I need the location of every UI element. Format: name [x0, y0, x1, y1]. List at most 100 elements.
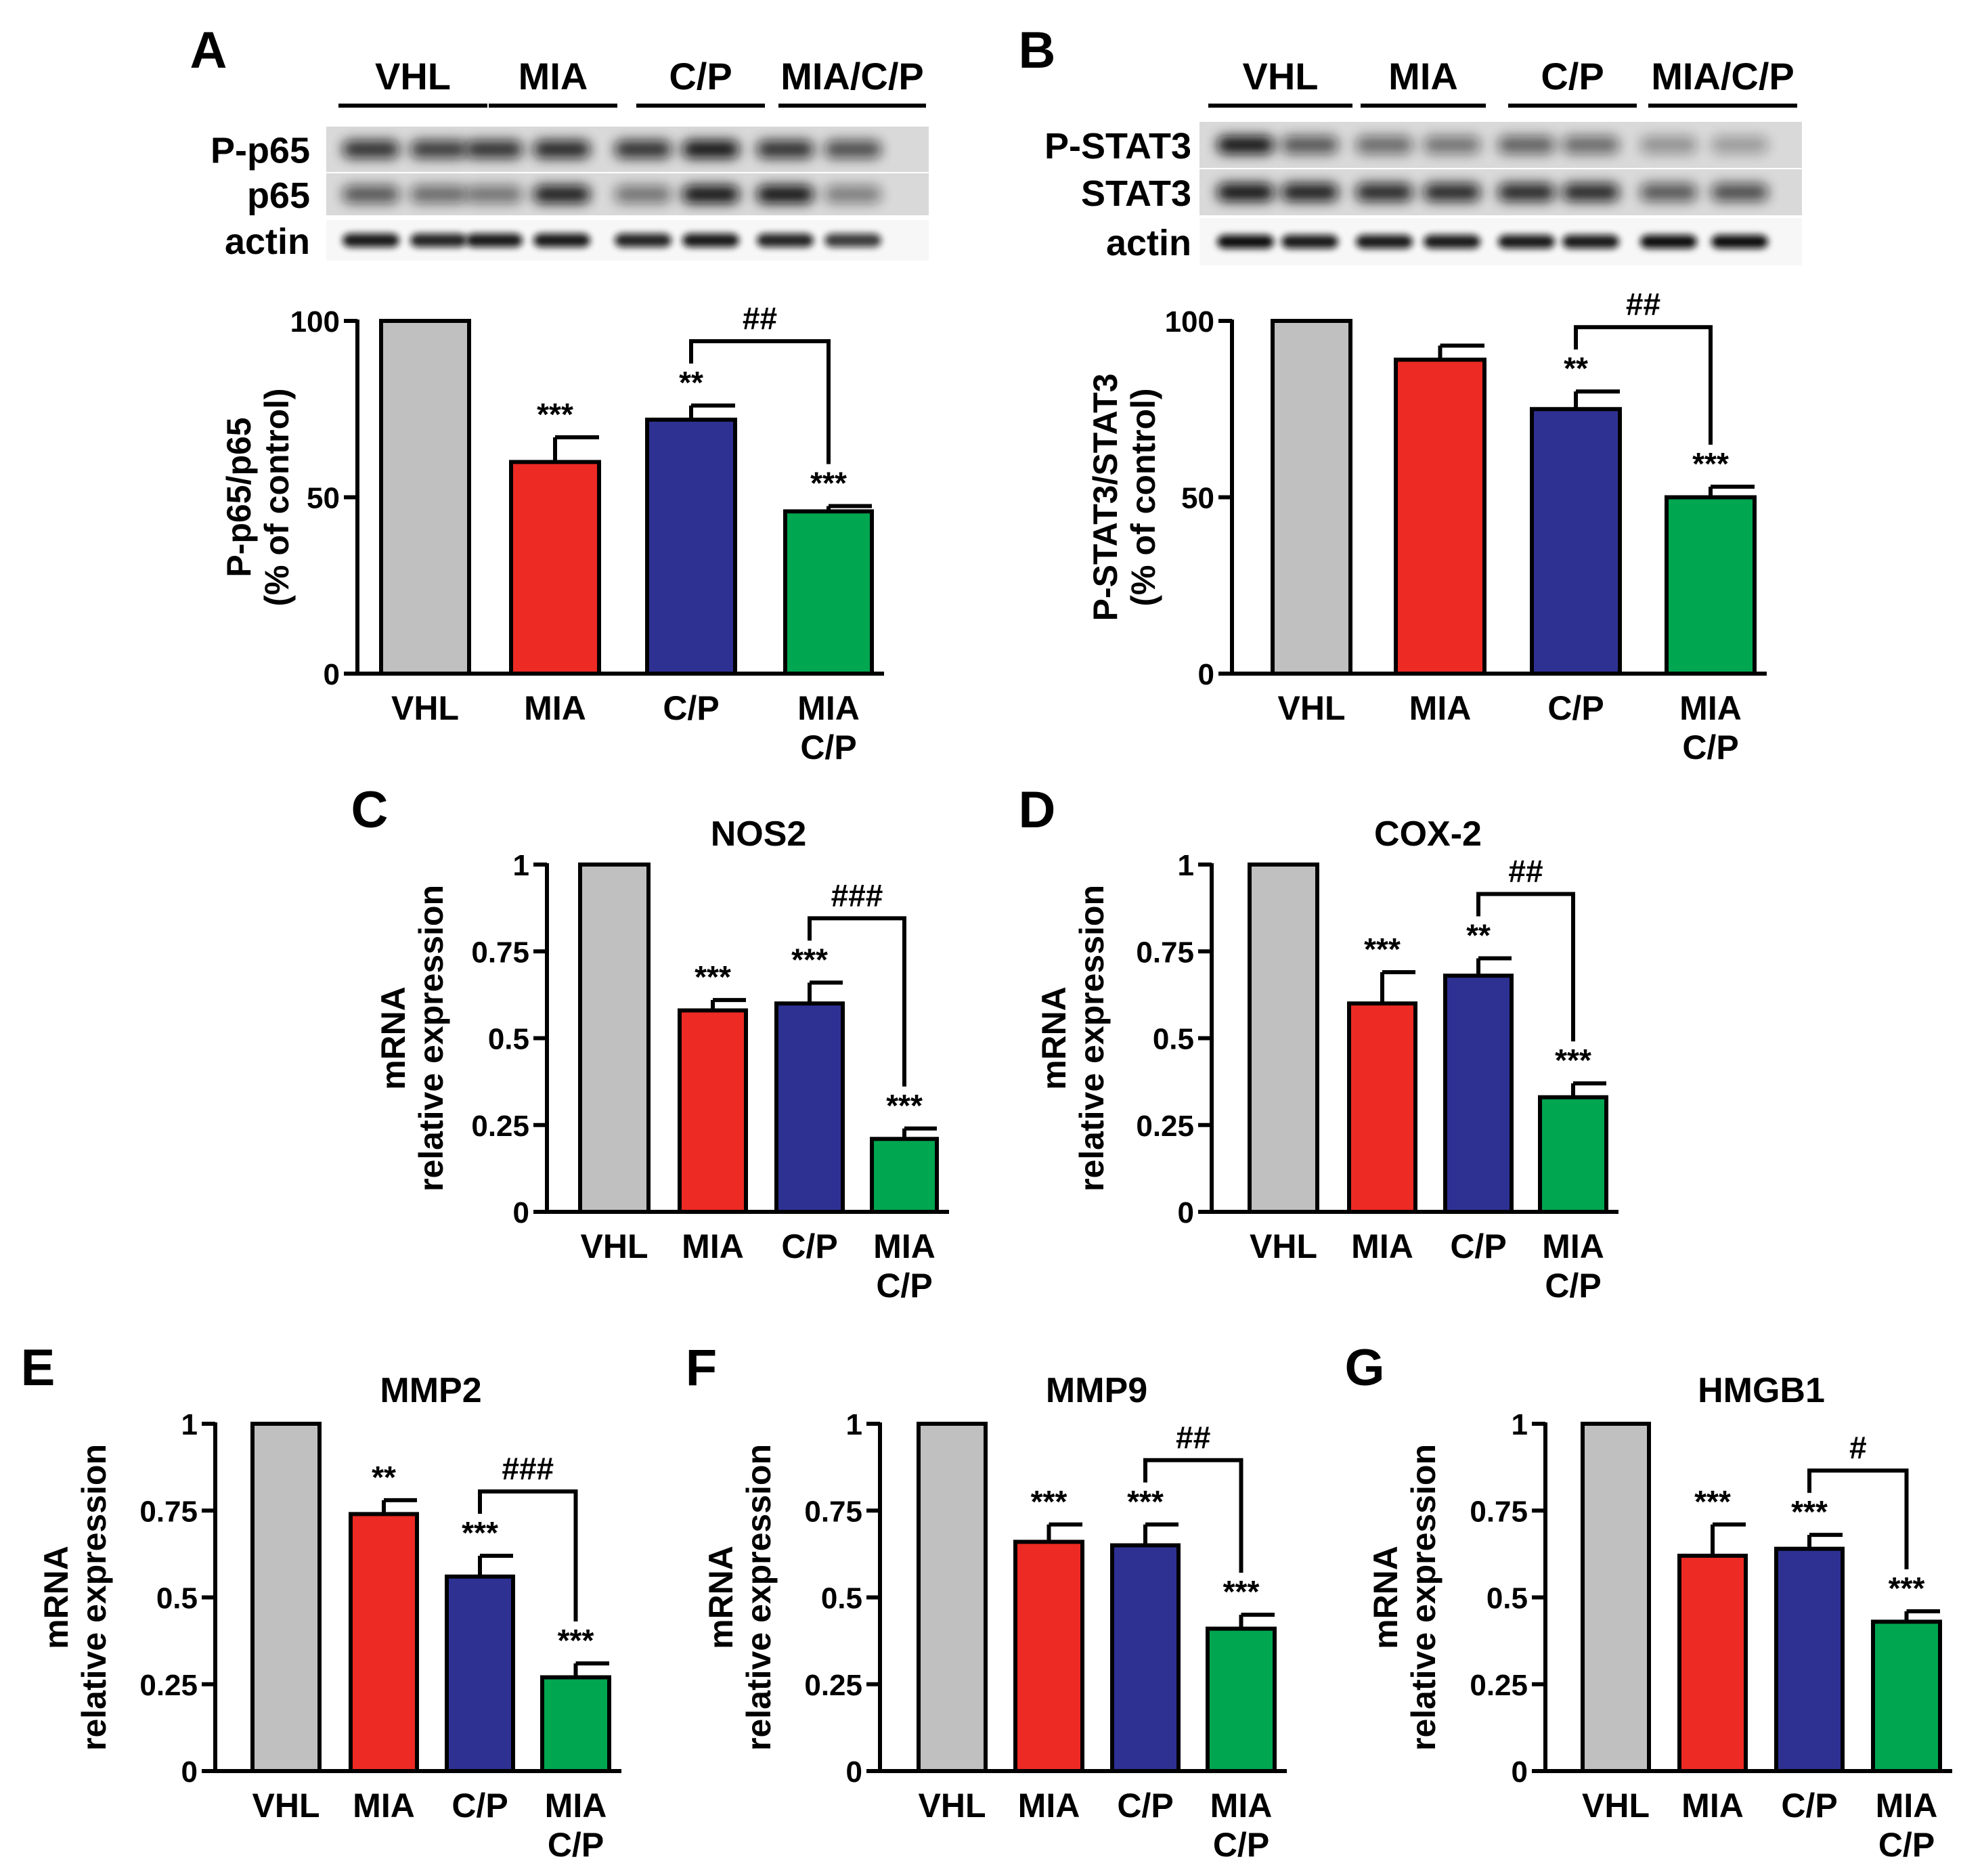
bar	[540, 1675, 611, 1773]
blot-band	[466, 234, 523, 247]
blot-band	[1498, 183, 1555, 201]
blot-group-label: MIA	[1388, 55, 1458, 97]
y-tick-label: 0.75	[1136, 936, 1194, 969]
blot-band	[757, 186, 814, 203]
chart-title: NOS2	[711, 814, 807, 854]
blot-group-label: MIA	[519, 55, 588, 97]
significance-label: ***	[537, 397, 573, 432]
blot-band	[1498, 235, 1555, 248]
blot-band	[1424, 136, 1480, 154]
blot-group-label: C/P	[669, 55, 732, 97]
x-tick-label: C/P	[548, 1826, 604, 1864]
y-tick-label: 0	[1178, 1196, 1194, 1229]
bar	[1110, 1543, 1181, 1774]
significance-label: ***	[1889, 1571, 1925, 1606]
blot-band	[1498, 136, 1555, 154]
y-tick-label: 0	[513, 1196, 529, 1229]
x-tick-label: C/P	[663, 689, 719, 727]
blot-band	[615, 234, 671, 247]
chart-title: COX-2	[1374, 814, 1482, 854]
bar	[250, 1422, 322, 1773]
blot-band	[682, 186, 739, 203]
bar	[870, 1137, 939, 1215]
blot-band	[1640, 235, 1697, 248]
blot-band	[410, 140, 467, 158]
significance-label: ***	[1127, 1484, 1164, 1519]
blot-group-label: VHL	[1243, 55, 1319, 97]
x-tick-label: VHL	[1250, 1227, 1317, 1265]
x-tick-label: VHL	[919, 1787, 986, 1825]
x-tick-label: VHL	[1582, 1787, 1650, 1825]
blot-band	[1281, 235, 1338, 248]
significance-label: ***	[886, 1088, 923, 1123]
panel-letter: F	[686, 1339, 717, 1397]
x-tick-label: C/P	[781, 1227, 837, 1265]
panel-letter: A	[190, 22, 227, 79]
bar	[578, 863, 651, 1214]
bracket-label: ##	[1626, 286, 1660, 322]
comparison-bracket	[808, 916, 906, 1087]
y-axis-label: mRNA	[37, 1546, 75, 1649]
panel-letter: C	[351, 781, 389, 839]
blot-band	[1356, 235, 1413, 248]
blot-band	[1356, 136, 1413, 154]
blot-band	[1562, 235, 1619, 248]
significance-label: **	[1466, 918, 1491, 953]
blot-band	[1640, 183, 1697, 201]
blot-row-label: p65	[247, 175, 310, 216]
blot-band	[824, 140, 881, 158]
blot-band	[466, 140, 523, 158]
significance-label: ***	[1555, 1043, 1591, 1078]
y-axis-label: relative expression	[412, 885, 450, 1192]
blot-band	[533, 234, 590, 247]
blot-group-label: VHL	[375, 55, 451, 97]
x-tick-label: MIA	[1681, 1787, 1744, 1825]
bar	[1443, 974, 1514, 1215]
blot-band	[1217, 183, 1274, 201]
blot-band	[757, 140, 814, 158]
y-axis-label: mRNA	[1035, 986, 1073, 1090]
comparison-bracket	[1143, 1458, 1243, 1573]
blot-row-label: actin	[1106, 223, 1191, 263]
y-tick-label: 1	[1512, 1408, 1528, 1441]
comparison-bracket	[1574, 325, 1713, 445]
x-tick-label: MIA	[682, 1227, 744, 1265]
y-tick-label: 50	[1181, 482, 1214, 515]
y-tick-label: 0.25	[471, 1110, 529, 1143]
y-axis-label: relative expression	[1073, 885, 1111, 1192]
blot-band	[1562, 183, 1619, 201]
blot-band	[1640, 136, 1697, 154]
panel-letter: D	[1019, 781, 1056, 839]
blot-band	[682, 234, 739, 247]
y-tick-label: 0.75	[804, 1495, 862, 1528]
blot-band	[824, 186, 881, 203]
blot-band	[1281, 183, 1338, 201]
chart-title: MMP2	[380, 1371, 481, 1410]
x-tick-label: MIA	[524, 689, 586, 727]
chart-title: MMP9	[1046, 1371, 1147, 1410]
y-tick-label: 0	[181, 1755, 198, 1789]
y-tick-label: 0.25	[804, 1669, 862, 1702]
bar	[1248, 863, 1319, 1214]
x-tick-label: C/P	[800, 728, 856, 766]
significance-label: **	[679, 365, 703, 400]
significance-label: ***	[1031, 1484, 1067, 1519]
y-axis-label: mRNA	[374, 986, 412, 1090]
y-tick-label: 0.5	[488, 1023, 529, 1056]
bar	[1347, 1001, 1417, 1214]
x-tick-label: C/P	[1213, 1826, 1269, 1864]
blot-band	[533, 140, 590, 158]
bar	[917, 1422, 988, 1773]
bracket-label: ###	[502, 1451, 554, 1486]
significance-label: ***	[1694, 1484, 1731, 1519]
panel-letter: E	[21, 1339, 56, 1397]
chart-title: HMGB1	[1698, 1371, 1825, 1410]
blot-row-label: P-STAT3	[1044, 126, 1191, 167]
bar	[1271, 319, 1352, 676]
blot-group-label: MIA/C/P	[780, 55, 924, 97]
